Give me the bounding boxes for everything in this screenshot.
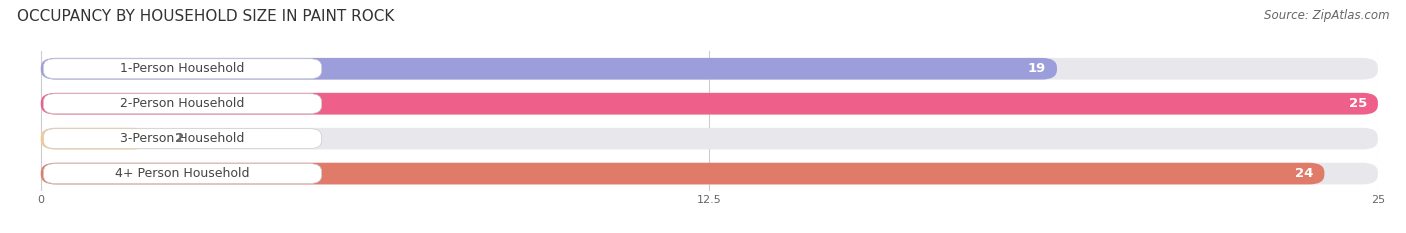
Text: 19: 19 — [1028, 62, 1046, 75]
Text: 4+ Person Household: 4+ Person Household — [115, 167, 250, 180]
Text: OCCUPANCY BY HOUSEHOLD SIZE IN PAINT ROCK: OCCUPANCY BY HOUSEHOLD SIZE IN PAINT ROC… — [17, 9, 394, 24]
FancyBboxPatch shape — [44, 94, 322, 114]
Text: 3-Person Household: 3-Person Household — [121, 132, 245, 145]
FancyBboxPatch shape — [41, 163, 1378, 185]
FancyBboxPatch shape — [41, 128, 1378, 150]
FancyBboxPatch shape — [41, 58, 1378, 80]
FancyBboxPatch shape — [41, 163, 1324, 185]
FancyBboxPatch shape — [41, 93, 1378, 115]
Text: 2-Person Household: 2-Person Household — [121, 97, 245, 110]
FancyBboxPatch shape — [41, 58, 1057, 80]
Text: 25: 25 — [1348, 97, 1367, 110]
Text: Source: ZipAtlas.com: Source: ZipAtlas.com — [1264, 9, 1389, 22]
Text: 2: 2 — [174, 132, 184, 145]
FancyBboxPatch shape — [44, 164, 322, 184]
Text: 1-Person Household: 1-Person Household — [121, 62, 245, 75]
FancyBboxPatch shape — [44, 59, 322, 79]
FancyBboxPatch shape — [41, 93, 1378, 115]
FancyBboxPatch shape — [44, 129, 322, 149]
Text: 24: 24 — [1295, 167, 1313, 180]
FancyBboxPatch shape — [41, 128, 148, 150]
